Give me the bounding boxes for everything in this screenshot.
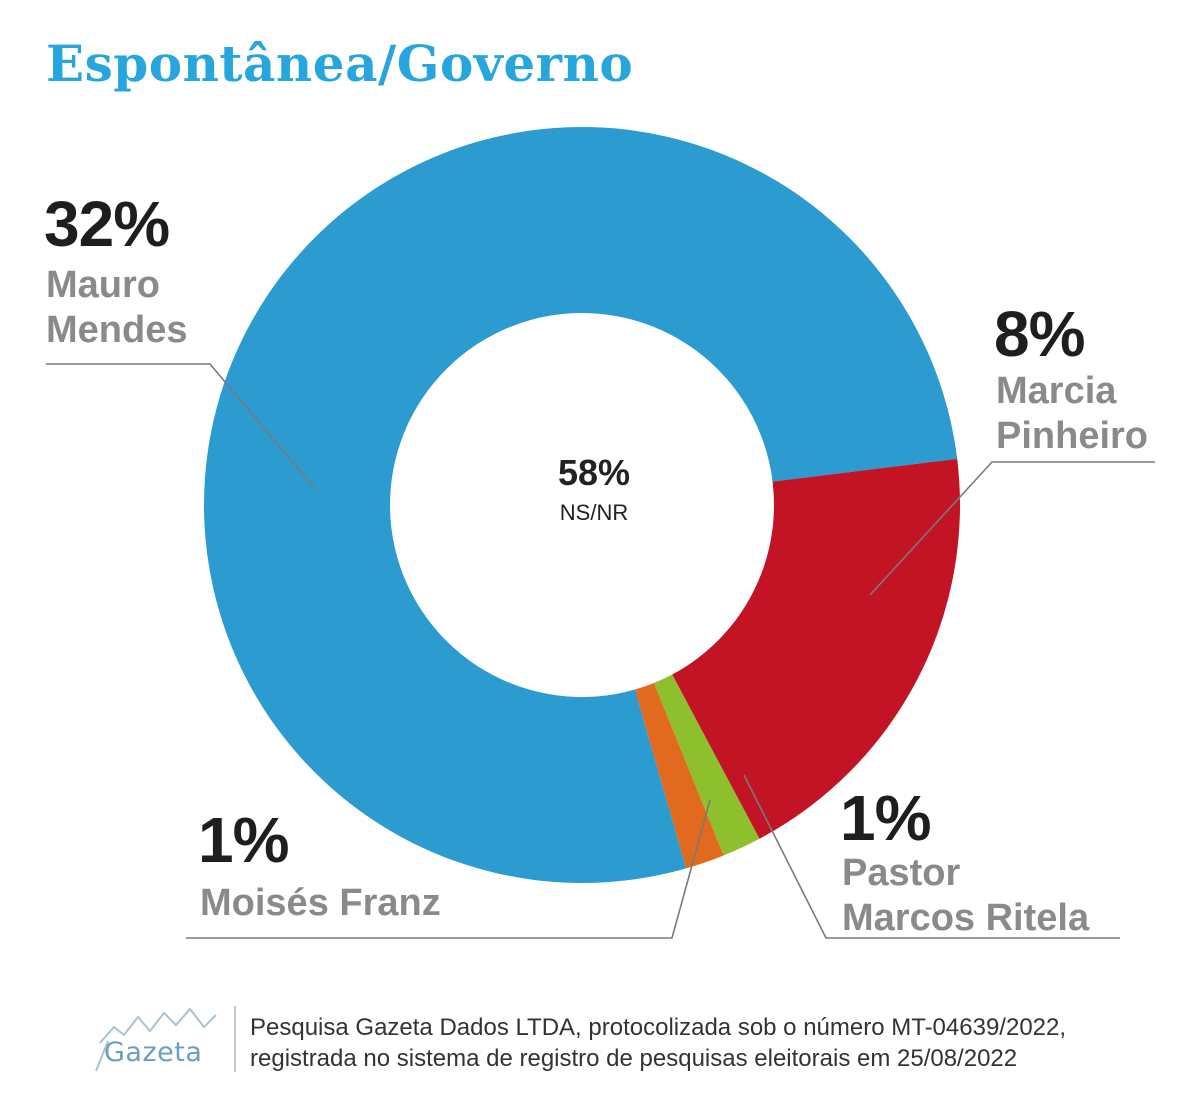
marcia-percent: 8% xyxy=(994,298,1085,370)
gazeta-logo-icon xyxy=(95,1007,217,1072)
leader-line-marcia xyxy=(869,461,1155,596)
mauro-name-line2: Mendes xyxy=(46,309,188,351)
footer-divider xyxy=(234,1006,236,1072)
footer-line-2: registrada no sistema de registro de pes… xyxy=(250,1045,1018,1072)
moises-percent: 1% xyxy=(198,804,289,876)
leader-line-pastor xyxy=(743,774,1120,939)
leader-line-moises xyxy=(186,799,711,939)
slice-marcia-pinheiro xyxy=(672,458,960,839)
mauro-name-line1: Mauro xyxy=(46,264,160,306)
chart-title: Espontânea/Governo xyxy=(46,34,634,93)
slice-pastor-marcos-ritela xyxy=(653,674,760,856)
pastor-name-line1: Pastor xyxy=(842,852,961,894)
marcia-name-line2: Pinheiro xyxy=(996,415,1149,457)
pastor-percent: 1% xyxy=(840,782,931,854)
center-value: 58% xyxy=(557,452,631,493)
footer-note: Pesquisa Gazeta Dados LTDA, protocolizad… xyxy=(250,1012,1066,1074)
moises-name: Moisés Franz xyxy=(200,882,441,924)
mauro-percent: 32% xyxy=(44,188,170,260)
footer-line-1: Pesquisa Gazeta Dados LTDA, protocolizad… xyxy=(250,1014,1067,1041)
center-label: NS/NR xyxy=(559,500,629,525)
slice-mois-s-franz xyxy=(634,683,724,869)
gazeta-logo-text: Gazeta xyxy=(104,1037,203,1068)
leader-line-mauro xyxy=(46,363,317,491)
slice-mauro-mendes xyxy=(203,126,958,883)
marcia-name-line1: Marcia xyxy=(996,370,1117,412)
pastor-name-line2: Marcos Ritela xyxy=(842,897,1090,939)
